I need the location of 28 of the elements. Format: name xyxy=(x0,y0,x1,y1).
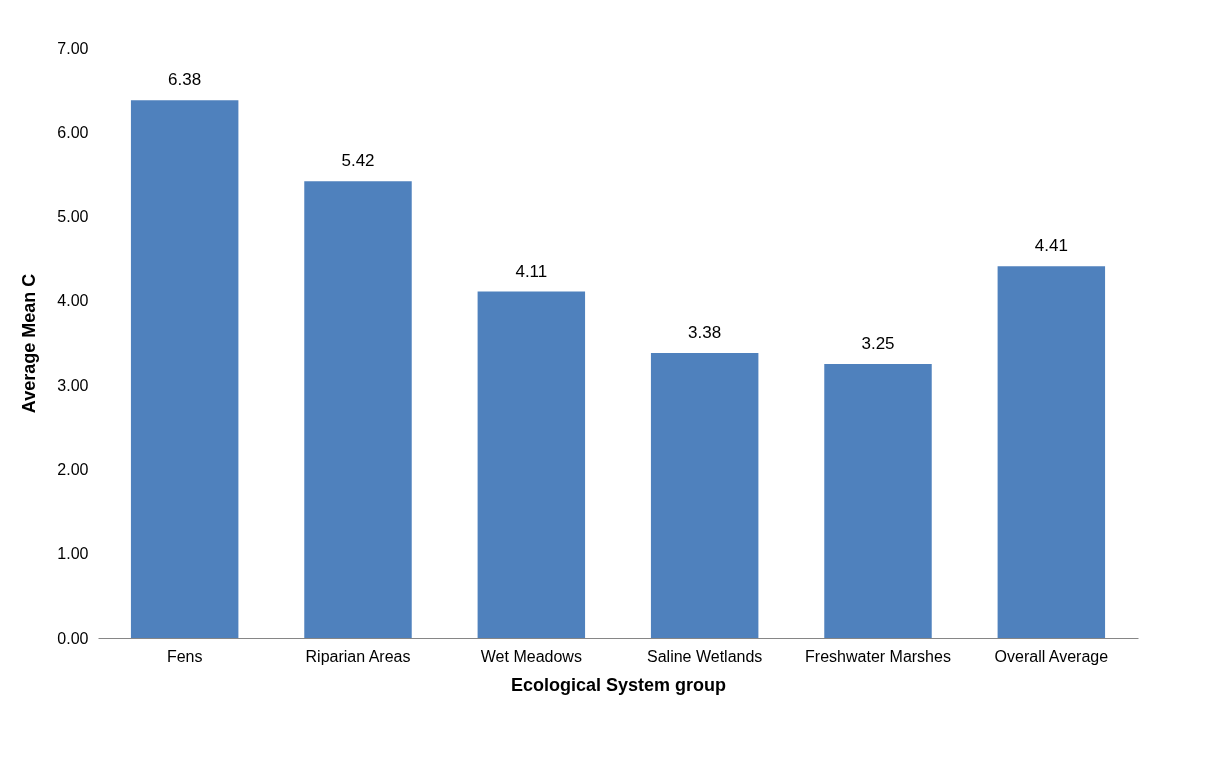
y-axis-title: Average Mean C xyxy=(19,273,40,414)
x-tick-label: Fens xyxy=(166,647,203,665)
data-label: 3.25 xyxy=(861,334,895,354)
data-label: 6.38 xyxy=(168,70,202,90)
bar xyxy=(304,181,412,638)
bar xyxy=(130,100,239,638)
x-tick-label: Riparian Areas xyxy=(305,647,411,665)
y-tick-label: 5.00 xyxy=(57,208,89,226)
bar xyxy=(824,364,932,638)
data-label: 5.42 xyxy=(341,151,375,171)
data-label: 4.41 xyxy=(1034,236,1068,256)
x-axis-title: Ecological System group xyxy=(510,674,727,695)
bar xyxy=(477,291,586,638)
data-label: 3.38 xyxy=(688,323,722,343)
x-tick-label: Wet Meadows xyxy=(480,647,582,665)
bar xyxy=(650,353,759,638)
x-tick-label: Saline Wetlands xyxy=(647,647,763,665)
x-tick-label: Freshwater Marshes xyxy=(805,647,951,665)
x-tick-label: Overall Average xyxy=(994,647,1109,665)
data-label: 4.11 xyxy=(515,261,548,281)
y-tick-label: 0.00 xyxy=(57,629,89,647)
y-tick-label: 3.00 xyxy=(57,376,89,394)
y-tick-label: 4.00 xyxy=(57,292,89,310)
y-tick-label: 6.00 xyxy=(57,123,89,141)
bar xyxy=(997,266,1106,638)
y-tick-label: 1.00 xyxy=(57,545,89,563)
y-tick-label: 2.00 xyxy=(57,460,89,478)
y-tick-label: 7.00 xyxy=(57,39,89,57)
